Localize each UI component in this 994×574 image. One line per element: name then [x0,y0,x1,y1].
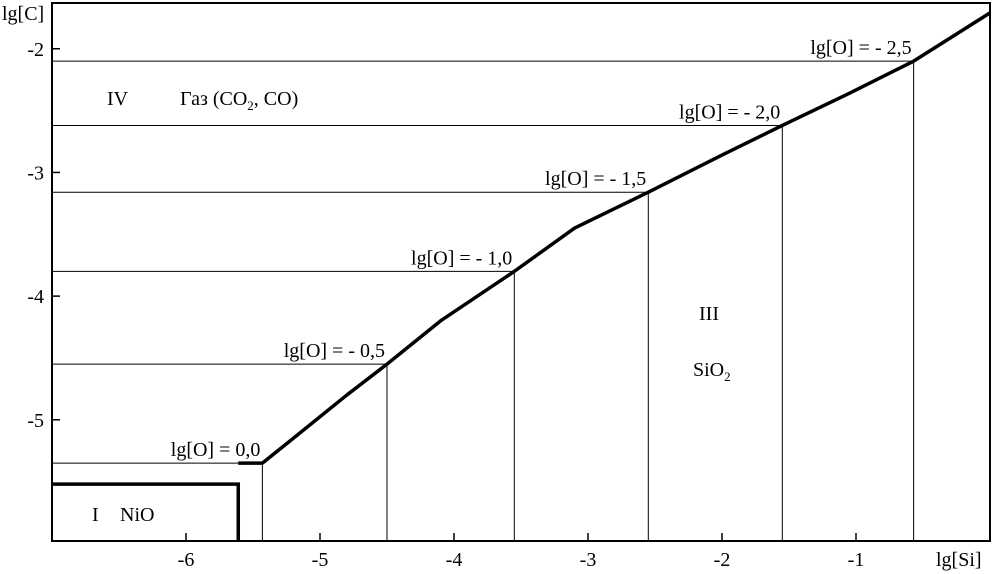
region-I-numeral: I [92,504,99,526]
region-IV-name-sub: 2 [247,98,254,113]
region-III-name: SiO2 [693,359,731,384]
isoline-label: lg[O] = - 1,5 [545,168,646,190]
region-IV-name-part1: Газ (CO [180,88,247,110]
y-tick-label: -5 [27,410,44,432]
region-III-numeral: III [699,303,719,325]
x-axis-label: lg[Si] [936,549,982,571]
x-tick-label: -1 [848,549,865,571]
region-IV-name-part2: , CO) [254,88,298,110]
nio-region-boundary [52,482,241,541]
x-ticks-group: -6 -5 -4 -3 -2 -1 [178,533,865,571]
x-tick-label: -2 [714,549,731,571]
region-IV-name: Газ (CO2, CO) [180,88,298,113]
x-tick-label: -3 [580,549,597,571]
isolines-group: lg[O] = 0,0 lg[O] = - 0,5 lg[O] = - 1,0 lg[… [52,37,915,541]
x-tick-label: -4 [446,549,463,571]
region-III-name-main: SiO [693,359,724,381]
isoline-label: lg[O] = 0,0 [171,439,261,461]
isoline-label: lg[O] = - 2,5 [810,37,911,59]
region-I-name: NiO [120,504,154,526]
phase-boundary-line [238,11,991,465]
y-ticks-group: -2 -3 -4 -5 [27,39,60,432]
plot-frame [51,2,991,542]
region-III-name-sub: 2 [724,369,731,384]
y-tick-label: -4 [27,286,44,308]
isoline-label: lg[O] = - 0,5 [284,340,385,362]
region-IV-numeral: IV [107,88,129,110]
y-axis-label: lg[C] [2,3,44,25]
isoline-label: lg[O] = - 1,0 [411,247,512,269]
y-tick-label: -3 [27,162,44,184]
x-tick-label: -5 [312,549,329,571]
x-tick-label: -6 [178,549,195,571]
y-tick-label: -2 [27,39,44,61]
isoline-label: lg[O] = - 2,0 [679,101,780,123]
